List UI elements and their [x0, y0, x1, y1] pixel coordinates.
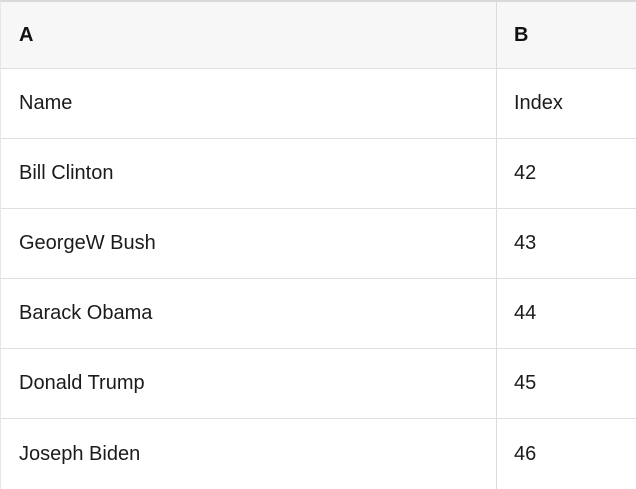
table-row: Name Index	[1, 69, 636, 139]
cell-a6[interactable]: Joseph Biden	[1, 419, 497, 489]
cell-b3[interactable]: 43	[497, 209, 636, 279]
table-row: Donald Trump 45	[1, 349, 636, 419]
cell-a4[interactable]: Barack Obama	[1, 279, 497, 349]
column-header-row: A B	[1, 2, 636, 69]
cell-b1[interactable]: Index	[497, 69, 636, 139]
table-row: Bill Clinton 42	[1, 139, 636, 209]
cell-b2[interactable]: 42	[497, 139, 636, 209]
table-row: GeorgeW Bush 43	[1, 209, 636, 279]
cell-b4[interactable]: 44	[497, 279, 636, 349]
cell-a3[interactable]: GeorgeW Bush	[1, 209, 497, 279]
cell-a1[interactable]: Name	[1, 69, 497, 139]
cell-a5[interactable]: Donald Trump	[1, 349, 497, 419]
column-header-b[interactable]: B	[497, 2, 636, 69]
cell-b6[interactable]: 46	[497, 419, 636, 489]
cell-a2[interactable]: Bill Clinton	[1, 139, 497, 209]
column-header-a[interactable]: A	[1, 2, 497, 69]
table-row: Joseph Biden 46	[1, 419, 636, 489]
table-row: Barack Obama 44	[1, 279, 636, 349]
cell-b5[interactable]: 45	[497, 349, 636, 419]
